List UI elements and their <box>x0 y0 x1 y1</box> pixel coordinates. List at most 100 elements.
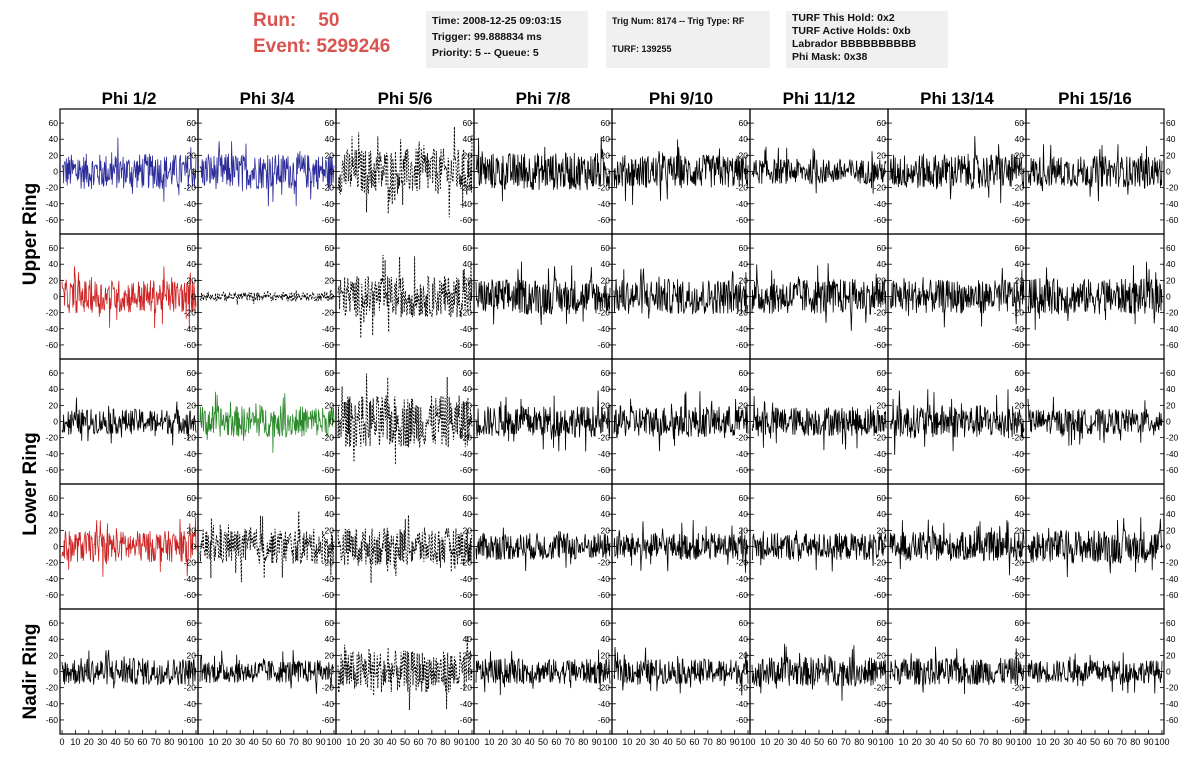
y-tick-label: 20 <box>1015 275 1025 285</box>
waveform-r4-c4 <box>475 527 611 572</box>
x-tick-label: 100 <box>878 737 893 747</box>
x-tick-label: 80 <box>440 737 450 747</box>
y-tick-label: -60 <box>598 215 611 225</box>
y-tick-label: 0 <box>191 292 196 302</box>
waveform-r4-c1 <box>61 517 197 577</box>
y-tick-label: 20 <box>325 150 335 160</box>
waveform-r3-c3 <box>337 373 473 465</box>
y-tick-label: -20 <box>1166 433 1179 443</box>
y-tick-label: 40 <box>601 384 611 394</box>
y-tick-label: 40 <box>1166 134 1176 144</box>
x-tick-label: 10 <box>1036 737 1046 747</box>
waveform-r3-c8 <box>1027 396 1163 446</box>
y-tick-label: -60 <box>460 590 473 600</box>
y-tick-label: 20 <box>1166 400 1176 410</box>
y-tick-label: 40 <box>1015 134 1025 144</box>
waveform-r1-c7 <box>889 136 1025 204</box>
y-tick-label: 20 <box>49 400 59 410</box>
x-tick-label: 50 <box>952 737 962 747</box>
y-tick-label: -40 <box>184 699 197 709</box>
y-tick-label: 20 <box>1166 525 1176 535</box>
y-tick-label: 60 <box>1166 368 1176 378</box>
y-tick-label: 20 <box>1015 525 1025 535</box>
y-tick-label: -60 <box>598 715 611 725</box>
x-tick-label: 30 <box>649 737 659 747</box>
column-header-6: Phi 11/12 <box>783 89 856 108</box>
x-tick-label: 20 <box>912 737 922 747</box>
y-tick-label: -20 <box>598 433 611 443</box>
x-tick-label: 60 <box>413 737 423 747</box>
y-tick-label: -20 <box>184 683 197 693</box>
time-line: Time: 2008-12-25 09:03:15 <box>432 15 562 27</box>
waveform-r5-c1 <box>61 650 197 689</box>
y-tick-label: 20 <box>463 400 473 410</box>
x-tick-label: 60 <box>137 737 147 747</box>
y-tick-label: 40 <box>187 384 197 394</box>
y-tick-label: 40 <box>877 509 887 519</box>
x-tick-label: 10 <box>760 737 770 747</box>
x-tick-label: 10 <box>898 737 908 747</box>
x-tick-label: 20 <box>222 737 232 747</box>
y-tick-label: 20 <box>739 150 749 160</box>
y-tick-label: -60 <box>322 465 335 475</box>
y-tick-label: 40 <box>325 134 335 144</box>
waveform-r4-c8 <box>1027 517 1163 578</box>
y-tick-label: 20 <box>601 275 611 285</box>
y-tick-label: -20 <box>46 683 59 693</box>
y-tick-label: 40 <box>187 134 197 144</box>
y-tick-label: 40 <box>877 384 887 394</box>
x-tick-label: 40 <box>387 737 397 747</box>
x-tick-label: 10 <box>346 737 356 747</box>
y-tick-label: -60 <box>322 715 335 725</box>
trig-num-line: Trig Num: 8174 -- Trig Type: RF <box>612 16 745 26</box>
y-tick-label: -40 <box>460 699 473 709</box>
y-tick-label: -20 <box>460 683 473 693</box>
y-tick-label: -20 <box>736 308 749 318</box>
waveform-r4-c7 <box>889 519 1025 576</box>
waveform-r4-c2 <box>199 511 335 583</box>
y-tick-label: 60 <box>1015 118 1025 128</box>
y-tick-label: 60 <box>1015 493 1025 503</box>
waveform-r4-c3 <box>337 515 473 584</box>
y-tick-label: -40 <box>46 574 59 584</box>
x-tick-label: 70 <box>841 737 851 747</box>
y-tick-label: 40 <box>49 134 59 144</box>
y-tick-label: -60 <box>1012 715 1025 725</box>
y-tick-label: -20 <box>1012 558 1025 568</box>
x-tick-label: 50 <box>1090 737 1100 747</box>
x-tick-label: 100 <box>188 737 203 747</box>
x-tick-label: 30 <box>97 737 107 747</box>
phi-mask-line: Phi Mask: 0x38 <box>792 51 868 63</box>
y-tick-label: -60 <box>460 340 473 350</box>
y-tick-label: 40 <box>49 509 59 519</box>
y-tick-label: 40 <box>1166 634 1176 644</box>
y-tick-label: 20 <box>463 275 473 285</box>
y-tick-label: 20 <box>1166 275 1176 285</box>
waveform-r5-c7 <box>889 646 1025 695</box>
y-tick-label: 60 <box>601 618 611 628</box>
row-label-1: Upper Ring <box>20 183 41 285</box>
y-tick-label: 20 <box>325 400 335 410</box>
y-tick-label: 60 <box>601 118 611 128</box>
y-tick-label: -40 <box>598 699 611 709</box>
x-tick-label: 10 <box>622 737 632 747</box>
y-tick-label: 60 <box>877 243 887 253</box>
y-tick-label: 40 <box>325 509 335 519</box>
y-tick-label: 0 <box>467 292 472 302</box>
y-tick-label: 40 <box>463 134 473 144</box>
y-tick-label: 20 <box>739 650 749 660</box>
column-header-8: Phi 15/16 <box>1058 89 1132 108</box>
x-tick-label: 20 <box>636 737 646 747</box>
turf-info-box: TURF This Hold: 0x2 TURF Active Holds: 0… <box>786 11 948 68</box>
y-tick-label: -20 <box>460 433 473 443</box>
y-tick-label: 40 <box>739 634 749 644</box>
x-tick-label: 90 <box>1006 737 1016 747</box>
y-tick-label: -40 <box>1012 324 1025 334</box>
waveform-r5-c4 <box>475 649 611 696</box>
y-tick-label: 0 <box>605 667 610 677</box>
y-tick-label: 0 <box>191 167 196 177</box>
y-tick-label: 20 <box>187 650 197 660</box>
x-tick-label: 30 <box>787 737 797 747</box>
y-tick-label: -20 <box>460 558 473 568</box>
waveform-r3-c2 <box>199 391 335 453</box>
